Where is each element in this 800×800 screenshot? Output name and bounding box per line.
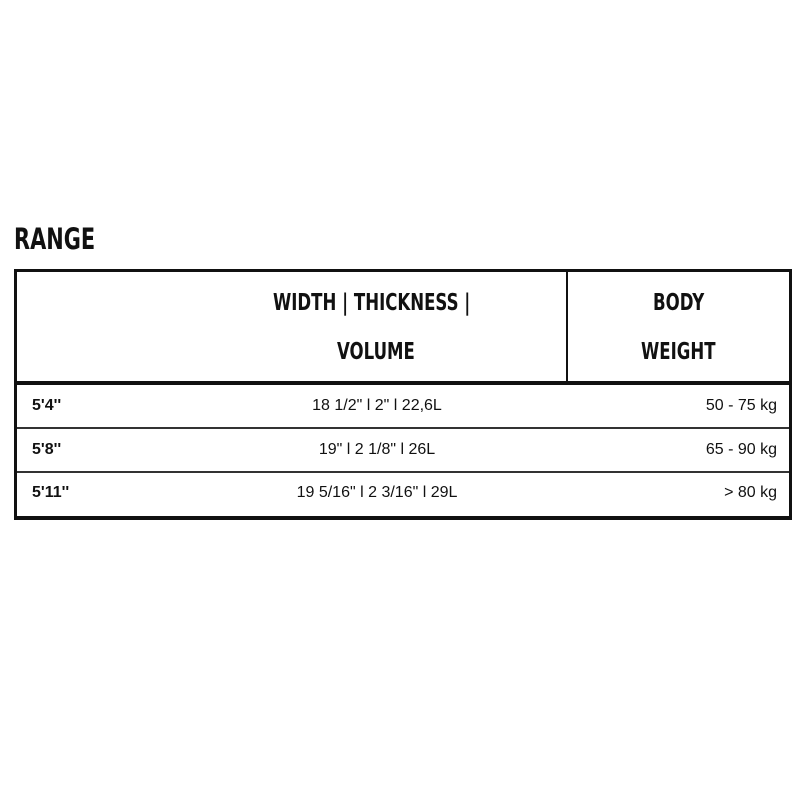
table-row: 5'11'' 19 5/16" l 2 3/16" l 29L > 80 kg — [17, 472, 789, 514]
header-body-weight: BODY WEIGHT — [568, 272, 789, 385]
header-dimensions-line1: WIDTH | THICKNESS | — [273, 290, 471, 316]
range-table: WIDTH | THICKNESS | VOLUME BODY WEIGHT 5… — [14, 269, 792, 520]
body-weight: > 80 kg — [724, 484, 777, 501]
page-title: RANGE — [14, 222, 96, 256]
header-weight-line1: BODY — [653, 290, 705, 316]
board-dimensions: 19 5/16" l 2 3/16" l 29L — [296, 484, 458, 501]
board-size: 5'8'' — [32, 441, 62, 458]
board-dimensions: 19" l 2 1/8" l 26L — [318, 441, 436, 458]
body-weight: 65 - 90 kg — [705, 441, 777, 458]
board-size: 5'4'' — [32, 397, 62, 414]
header-dimensions: WIDTH | THICKNESS | VOLUME — [17, 272, 568, 385]
header-dimensions-line2: VOLUME — [337, 339, 415, 365]
board-dimensions: 18 1/2" l 2" l 22,6L — [312, 397, 442, 414]
body-weight: 50 - 75 kg — [705, 397, 777, 414]
table-row: 5'8'' 19" l 2 1/8" l 26L 65 - 90 kg — [17, 429, 789, 473]
board-size: 5'11'' — [32, 484, 70, 501]
table-row: 5'4'' 18 1/2" l 2" l 22,6L 50 - 75 kg — [17, 385, 789, 429]
header-weight-line2: WEIGHT — [641, 339, 716, 365]
